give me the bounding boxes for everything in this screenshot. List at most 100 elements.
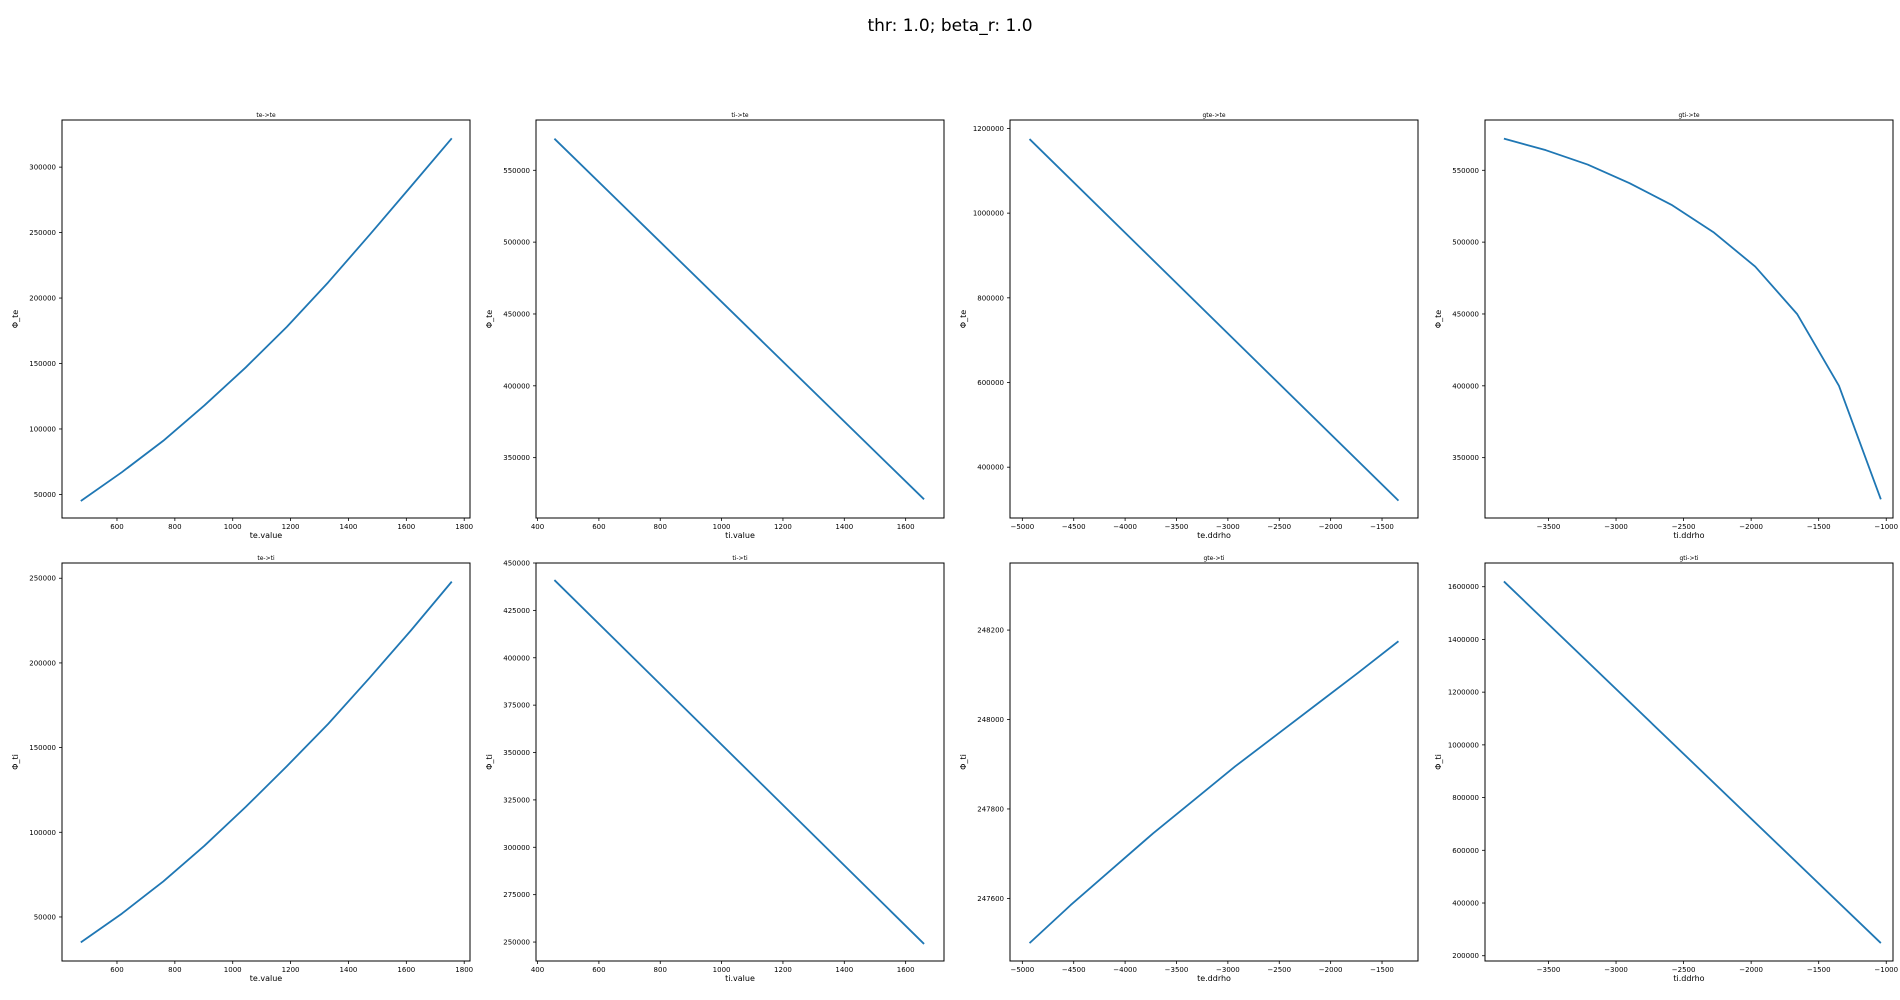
y-tick-label: 800000 bbox=[977, 294, 1004, 302]
x-tick-label: 1400 bbox=[835, 523, 853, 531]
y-axis-label: Φ_te bbox=[959, 310, 968, 328]
data-line bbox=[553, 579, 925, 945]
x-tick-label: −1000 bbox=[1874, 523, 1898, 531]
axes-frame bbox=[1009, 119, 1419, 519]
subplot-8: gti->ti −3500 −3000 −2500 −2000 −1500 −1000 200… bbox=[1434, 555, 1898, 983]
x-tick-label: 1600 bbox=[397, 523, 415, 531]
x-tick-label: −2500 bbox=[1672, 966, 1696, 974]
y-tick-label: 400000 bbox=[1452, 900, 1479, 908]
subplot-title: gte->ti bbox=[1203, 555, 1224, 562]
x-tick-label: −3500 bbox=[1165, 966, 1189, 974]
subplot-title: te->ti bbox=[257, 555, 275, 562]
y-tick-label: 400000 bbox=[503, 654, 530, 662]
y-tick-label: 350000 bbox=[503, 454, 530, 462]
x-tick-label: 1000 bbox=[713, 966, 731, 974]
x-tick-label: 1800 bbox=[455, 523, 473, 531]
x-axis-label: ti.ddrho bbox=[1673, 531, 1704, 540]
y-tick-label: 450000 bbox=[503, 560, 530, 568]
x-tick-label: −2500 bbox=[1672, 523, 1696, 531]
y-tick-label: 1200000 bbox=[1448, 689, 1479, 697]
y-tick-label: 200000 bbox=[29, 659, 56, 667]
x-tick-label: 1400 bbox=[340, 966, 358, 974]
y-axis-label: Φ_ti bbox=[1434, 754, 1443, 770]
y-axis-label: Φ_te bbox=[11, 310, 20, 328]
x-tick-label: −1500 bbox=[1370, 523, 1394, 531]
subplot-title: gte->te bbox=[1202, 112, 1225, 119]
y-tick-label: 450000 bbox=[1452, 310, 1479, 318]
x-axis-label: ti.value bbox=[725, 974, 755, 983]
axes-frame bbox=[1484, 119, 1894, 519]
x-tick-label: −3000 bbox=[1604, 966, 1628, 974]
x-tick-label: −1000 bbox=[1874, 966, 1898, 974]
x-tick-label: −5000 bbox=[1010, 523, 1034, 531]
x-tick-label: −2500 bbox=[1267, 523, 1291, 531]
x-tick-label: −5000 bbox=[1010, 966, 1034, 974]
y-tick-label: 400000 bbox=[1452, 382, 1479, 390]
x-tick-label: −2000 bbox=[1319, 523, 1343, 531]
figure-suptitle: thr: 1.0; beta_r: 1.0 bbox=[867, 16, 1033, 36]
x-tick-label: −2500 bbox=[1267, 966, 1291, 974]
x-tick-label: 1800 bbox=[455, 966, 473, 974]
data-line bbox=[1503, 137, 1882, 500]
subplot-title: gti->ti bbox=[1679, 555, 1698, 562]
y-tick-label: 1600000 bbox=[1448, 583, 1479, 591]
x-tick-label: 800 bbox=[168, 523, 181, 531]
axes-frame bbox=[1484, 562, 1894, 962]
y-tick-label: 425000 bbox=[503, 607, 530, 615]
x-axis-label: te.ddrho bbox=[1197, 974, 1231, 983]
y-tick-label: 250000 bbox=[29, 229, 56, 237]
x-tick-label: 1600 bbox=[897, 523, 915, 531]
y-tick-label: 400000 bbox=[503, 382, 530, 390]
axes-frame bbox=[1009, 562, 1419, 962]
y-tick-label: 300000 bbox=[29, 164, 56, 172]
y-tick-label: 50000 bbox=[34, 491, 56, 499]
x-tick-label: −3500 bbox=[1537, 966, 1561, 974]
x-tick-label: 1000 bbox=[224, 523, 242, 531]
x-tick-label: −3500 bbox=[1165, 523, 1189, 531]
y-tick-label: 247600 bbox=[977, 895, 1004, 903]
y-tick-label: 375000 bbox=[503, 702, 530, 710]
y-tick-label: 1400000 bbox=[1448, 636, 1479, 644]
x-tick-label: −4500 bbox=[1062, 523, 1086, 531]
x-tick-label: 1600 bbox=[397, 966, 415, 974]
data-line bbox=[1028, 138, 1400, 502]
x-tick-label: −2000 bbox=[1739, 966, 1763, 974]
y-tick-label: 450000 bbox=[503, 310, 530, 318]
y-tick-label: 248200 bbox=[977, 627, 1004, 635]
y-axis-label: Φ_ti bbox=[959, 754, 968, 770]
subplot-7: gte->ti −5000 −4500 −4000 −3500 −3000 −2500 −20… bbox=[959, 555, 1419, 983]
data-line bbox=[1028, 640, 1400, 944]
x-tick-label: −3500 bbox=[1537, 523, 1561, 531]
x-tick-label: 1600 bbox=[897, 966, 915, 974]
y-tick-label: 1000000 bbox=[973, 210, 1004, 218]
y-tick-label: 1000000 bbox=[1448, 741, 1479, 749]
x-tick-label: 1200 bbox=[774, 523, 792, 531]
subplot-2: ti->te 400 600 800 1000 1200 1400 1600 350000 400… bbox=[485, 112, 945, 540]
x-tick-label: 1400 bbox=[340, 523, 358, 531]
x-tick-label: −3000 bbox=[1604, 523, 1628, 531]
y-axis-label: Φ_te bbox=[1434, 310, 1443, 328]
x-tick-label: 1000 bbox=[224, 966, 242, 974]
x-axis-label: te.value bbox=[250, 531, 283, 540]
y-tick-label: 150000 bbox=[29, 744, 56, 752]
subplot-3: gte->te −5000 −4500 −4000 −3500 −3000 −2500 −20… bbox=[959, 112, 1419, 540]
x-tick-label: 1200 bbox=[774, 966, 792, 974]
x-tick-label: 800 bbox=[654, 966, 667, 974]
y-tick-label: 500000 bbox=[503, 239, 530, 247]
x-tick-label: 400 bbox=[531, 966, 544, 974]
x-tick-label: 1200 bbox=[282, 523, 300, 531]
x-tick-label: 800 bbox=[654, 523, 667, 531]
x-tick-label: 1000 bbox=[713, 523, 731, 531]
x-axis-label: te.ddrho bbox=[1197, 531, 1231, 540]
subplot-title: gti->te bbox=[1678, 112, 1699, 119]
data-line bbox=[553, 138, 925, 500]
x-tick-label: 800 bbox=[168, 966, 181, 974]
x-tick-label: 600 bbox=[110, 966, 123, 974]
y-tick-label: 350000 bbox=[503, 749, 530, 757]
y-axis-label: Φ_te bbox=[485, 310, 494, 328]
subplot-5: te->ti 600 800 1000 1200 1400 1600 1800 50000 100… bbox=[11, 555, 473, 983]
y-tick-label: 1200000 bbox=[973, 125, 1004, 133]
subplot-title: ti->te bbox=[731, 112, 749, 119]
axes-frame bbox=[61, 119, 471, 519]
